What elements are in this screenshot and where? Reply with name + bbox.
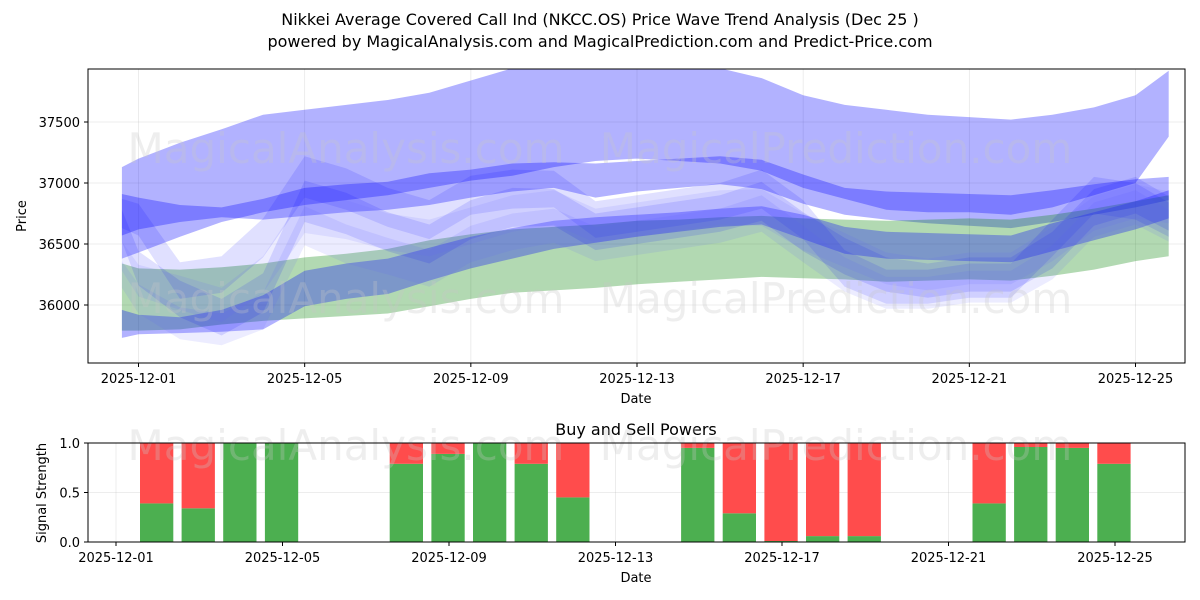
watermark-analysis-bottom: MagicalAnalysis.com	[128, 421, 565, 470]
price-x-tick-label: 2025-12-25	[1098, 372, 1174, 387]
price-x-tick-label: 2025-12-09	[433, 372, 509, 387]
watermark-analysis-top: MagicalAnalysis.com	[128, 124, 565, 173]
buy-bar	[140, 503, 174, 542]
wide-upper-band	[121, 69, 1169, 259]
buy-bar	[681, 447, 715, 542]
price-y-tick-label: 37500	[39, 116, 80, 131]
buy-bar	[1014, 447, 1048, 542]
signal-x-tick-label: 2025-12-13	[578, 551, 654, 566]
sell-bar	[1055, 443, 1089, 448]
buy-bar	[389, 463, 423, 542]
watermark-prediction-mid: MagicalPrediction.com	[600, 274, 1073, 323]
signal-x-tick-label: 2025-12-17	[744, 551, 820, 566]
buy-bar	[556, 497, 590, 542]
signal-x-tick-label: 2025-12-05	[245, 551, 321, 566]
buy-bar	[514, 463, 548, 542]
wave-1	[121, 156, 1169, 304]
sell-bar	[847, 443, 881, 537]
lower-green-band	[121, 195, 1169, 331]
sell-bar	[972, 443, 1006, 504]
price-chart: MagicalAnalysis.com MagicalPrediction.co…	[15, 68, 1186, 407]
sell-bar	[1014, 443, 1048, 447]
signal-x-tick-label: 2025-12-25	[1077, 551, 1153, 566]
chart-title-line2: powered by MagicalAnalysis.com and Magic…	[267, 32, 932, 51]
buy-bar	[473, 443, 507, 542]
buy-bar	[1097, 463, 1131, 542]
buy-bar	[431, 453, 465, 542]
signal-bars	[140, 443, 1131, 542]
price-ticks: 2025-12-01 2025-12-05 2025-12-09 2025-12-13…	[39, 116, 1174, 387]
signal-x-tick-label: 2025-12-01	[78, 551, 154, 566]
watermark-prediction-bottom: MagicalPrediction.com	[600, 421, 1073, 470]
sell-bar	[556, 443, 590, 498]
sell-bar	[181, 443, 215, 509]
signal-chart-title: Buy and Sell Powers	[555, 420, 717, 439]
buy-bar	[806, 536, 840, 542]
sell-bar	[764, 443, 798, 541]
signal-x-tick-label: 2025-12-21	[911, 551, 987, 566]
watermark-analysis-mid: MagicalAnalysis.com	[128, 274, 565, 323]
sell-bar	[140, 443, 174, 504]
signal-y-tick-label: 0.5	[59, 487, 80, 502]
price-grid	[88, 69, 1185, 363]
sell-bar	[514, 443, 548, 464]
price-y-tick-label: 36500	[39, 238, 80, 253]
lower-blue-band	[121, 190, 1169, 338]
price-x-axis-label: Date	[620, 392, 651, 407]
price-bands	[121, 69, 1169, 338]
wave-4	[121, 184, 1169, 323]
buy-bar	[972, 503, 1006, 542]
price-x-tick-label: 2025-12-13	[599, 372, 675, 387]
sell-bar	[681, 443, 715, 448]
price-x-tick-label: 2025-12-05	[267, 372, 343, 387]
sell-bar	[806, 443, 840, 537]
price-x-tick-label: 2025-12-17	[765, 372, 841, 387]
sell-bar	[722, 443, 756, 514]
buy-bar	[847, 536, 881, 542]
signal-y-tick-label: 1.0	[59, 437, 80, 452]
signal-chart: Buy and Sell Powers MagicalAnalysis.com …	[35, 420, 1186, 586]
price-y-axis-label: Price	[15, 200, 30, 232]
price-y-tick-label: 36000	[39, 299, 80, 314]
buy-bar	[722, 513, 756, 542]
sell-bar	[431, 443, 465, 454]
buy-bar	[1055, 447, 1089, 542]
wave-2	[121, 190, 1169, 346]
signal-x-axis-label: Date	[620, 571, 651, 586]
watermark-prediction-top: MagicalPrediction.com	[600, 124, 1073, 173]
buy-bar	[223, 443, 257, 542]
wave-3	[121, 176, 1169, 336]
buy-bar	[264, 443, 299, 542]
price-waves	[121, 156, 1169, 346]
sell-bar	[1097, 443, 1131, 464]
signal-ticks: 2025-12-01 2025-12-05 2025-12-09 2025-12-13…	[59, 437, 1152, 566]
price-x-tick-label: 2025-12-21	[932, 372, 1008, 387]
chart-title-line1: Nikkei Average Covered Call Ind (NKCC.OS…	[281, 10, 919, 29]
signal-x-tick-label: 2025-12-09	[411, 551, 487, 566]
signal-y-tick-label: 0.0	[59, 536, 80, 551]
price-y-tick-label: 37000	[39, 177, 80, 192]
upper-band	[121, 156, 1169, 236]
buy-bar	[181, 508, 215, 542]
signal-y-axis-label: Signal Strength	[35, 443, 50, 543]
sell-bar	[389, 443, 423, 464]
price-x-tick-label: 2025-12-01	[101, 372, 177, 387]
